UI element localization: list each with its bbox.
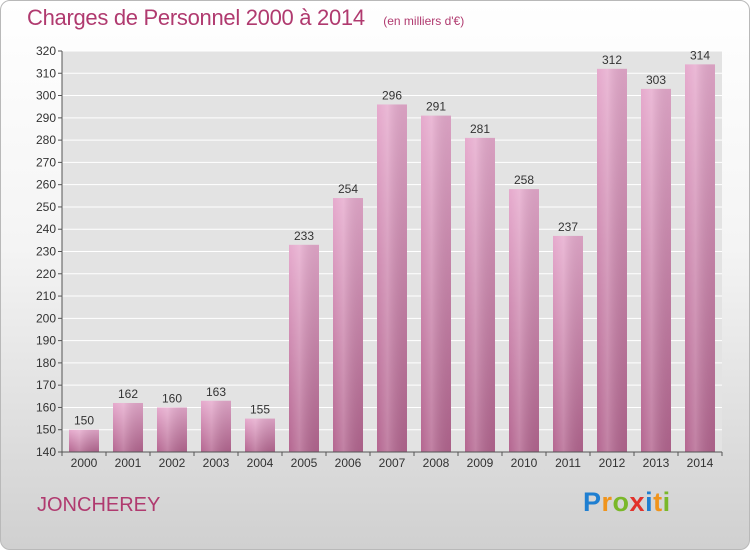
x-tick-label-2003: 2003: [203, 456, 230, 470]
y-tick-label: 280: [36, 133, 56, 147]
x-tick-label-2014: 2014: [687, 456, 714, 470]
logo-letter: P: [583, 487, 602, 517]
data-label-2001: 162: [118, 387, 138, 401]
x-tick-label-2010: 2010: [511, 456, 538, 470]
y-tick-label: 260: [36, 178, 56, 192]
bar-shine-2000: [69, 429, 99, 452]
y-tick-label: 320: [36, 44, 56, 58]
y-tick-label: 240: [36, 222, 56, 236]
y-tick-label: 290: [36, 111, 56, 125]
bar-shine-2005: [289, 244, 319, 452]
y-tick-label: 200: [36, 311, 56, 325]
x-tick-label-2002: 2002: [159, 456, 186, 470]
data-label-2008: 291: [426, 100, 446, 114]
y-tick-label: 180: [36, 356, 56, 370]
data-label-2009: 281: [470, 122, 490, 136]
chart-subtitle: (en milliers d'€): [383, 14, 465, 28]
x-tick-label-2012: 2012: [599, 456, 626, 470]
y-tick-label: 160: [36, 400, 56, 414]
x-tick-label-2005: 2005: [291, 456, 318, 470]
logo-letter: t: [653, 487, 663, 517]
data-label-2012: 312: [602, 53, 622, 67]
data-label-2005: 233: [294, 229, 314, 243]
title-row: Charges de Personnel 2000 à 2014 (en mil…: [27, 5, 464, 31]
bars-group: 150 162 160 163 155 233 254 296 291 281 258 237 312 3…: [69, 48, 715, 453]
data-label-2006: 254: [338, 182, 358, 196]
logo-letter: i: [645, 487, 654, 517]
city-label: JONCHEREY: [37, 494, 161, 516]
data-label-2003: 163: [206, 385, 226, 399]
y-tick-label: 150: [36, 423, 56, 437]
x-tick-label-2009: 2009: [467, 456, 494, 470]
bar-shine-2009: [465, 137, 495, 452]
y-tick-label: 140: [36, 445, 56, 459]
bar-shine-2013: [641, 88, 671, 452]
y-tick-label: 310: [36, 66, 56, 80]
bar-shine-2007: [377, 104, 407, 452]
bar-shine-2002: [157, 407, 187, 452]
x-tick-label-2004: 2004: [247, 456, 274, 470]
bar-shine-2014: [685, 64, 715, 452]
y-axis: 140 150 160 170 180 190 200 210 220 230 240 250 260 2…: [36, 44, 63, 459]
y-tick-label: 270: [36, 155, 56, 169]
proxiti-logo: Proxiti: [583, 487, 671, 518]
data-label-2002: 160: [162, 391, 182, 405]
x-tick-label-2007: 2007: [379, 456, 406, 470]
data-label-2004: 155: [250, 403, 270, 417]
y-tick-label: 250: [36, 200, 56, 214]
logo-letter: x: [629, 487, 646, 517]
bar-shine-2010: [509, 189, 539, 452]
data-label-2000: 150: [74, 414, 94, 428]
bar-shine-2001: [113, 402, 143, 452]
x-tick-label-2013: 2013: [643, 456, 670, 470]
data-label-2011: 237: [558, 220, 578, 234]
data-label-2013: 303: [646, 73, 666, 87]
y-tick-label: 300: [36, 89, 56, 103]
logo-letter: i: [662, 487, 671, 517]
logo-letter: r: [601, 487, 613, 517]
bar-shine-2003: [201, 400, 231, 452]
y-tick-label: 220: [36, 267, 56, 281]
chart-title: Charges de Personnel 2000 à 2014: [27, 5, 365, 30]
bar-shine-2011: [553, 235, 583, 452]
logo-letter: o: [612, 487, 630, 517]
y-tick-label: 170: [36, 378, 56, 392]
x-axis: 2000 2001 2002 2003 2004 2005 2006 2007 2008 2009…: [61, 451, 723, 470]
data-label-2007: 296: [382, 88, 402, 102]
x-tick-label-2011: 2011: [555, 456, 581, 470]
bar-shine-2008: [421, 115, 451, 452]
bar-shine-2006: [333, 198, 363, 452]
data-label-2010: 258: [514, 173, 534, 187]
data-label-2014: 314: [690, 48, 710, 62]
bar-shine-2004: [245, 418, 275, 452]
x-tick-label-2008: 2008: [423, 456, 450, 470]
y-tick-label: 230: [36, 245, 56, 259]
y-tick-label: 210: [36, 289, 56, 303]
x-tick-label-2001: 2001: [115, 456, 142, 470]
y-tick-label: 190: [36, 334, 56, 348]
x-tick-label-2000: 2000: [71, 456, 98, 470]
bar-shine-2012: [597, 68, 627, 453]
x-tick-label-2006: 2006: [335, 456, 362, 470]
